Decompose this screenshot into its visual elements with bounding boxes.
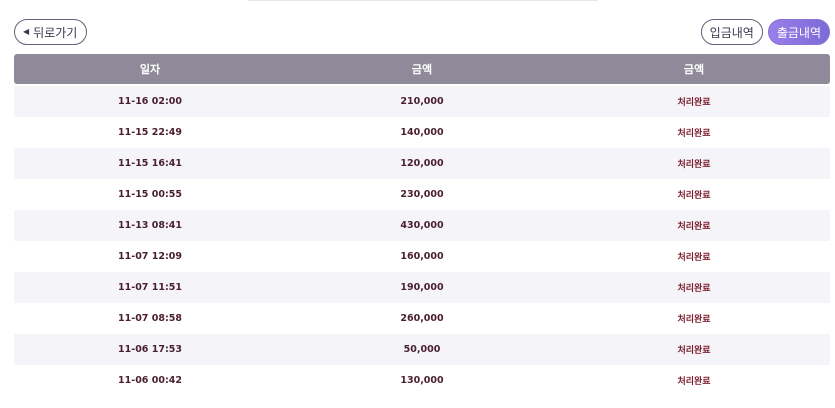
- table-row: 11-15 00:55 230,000 처리완료: [14, 179, 830, 210]
- tab-deposit-label: 입금내역: [709, 25, 754, 40]
- table-row: 11-13 08:41 430,000 처리완료: [14, 210, 830, 241]
- column-header-date: 일자: [139, 63, 161, 76]
- history-tabs: 입금내역 출금내역: [700, 19, 830, 45]
- cell-amount: 50,000: [403, 344, 441, 355]
- cell-date: 11-13 08:41: [118, 220, 182, 231]
- cell-amount: 230,000: [400, 189, 444, 200]
- table-body: 11-16 02:00 210,000 처리완료 11-15 22:49 140,000…: [14, 86, 830, 396]
- table-row: 11-15 22:49 140,000 처리완료: [14, 117, 830, 148]
- tab-deposit-history[interactable]: 입금내역: [700, 19, 763, 45]
- column-header-amount: 금액: [411, 63, 433, 76]
- table-row: 11-06 00:42 130,000 처리완료: [14, 365, 830, 396]
- cell-date: 11-15 22:49: [118, 127, 182, 138]
- cell-status: 처리완료: [677, 377, 711, 387]
- back-button-label: 뒤로가기: [33, 25, 78, 40]
- cell-amount: 120,000: [400, 158, 444, 169]
- cell-date: 11-07 12:09: [118, 251, 182, 262]
- cell-date: 11-16 02:00: [118, 96, 182, 107]
- withdrawal-table: 일자 금액 금액 11-16 02:00 210,000 처리완료 11-15 22:…: [14, 54, 830, 396]
- cell-status: 처리완료: [677, 191, 711, 201]
- table-header: 일자 금액 금액: [14, 54, 830, 84]
- cell-amount: 430,000: [400, 220, 444, 231]
- cell-amount: 140,000: [400, 127, 444, 138]
- back-button[interactable]: ◀ 뒤로가기: [14, 19, 88, 45]
- top-divider: [248, 0, 598, 1]
- table-row: 11-15 16:41 120,000 처리완료: [14, 148, 830, 179]
- cell-amount: 190,000: [400, 282, 444, 293]
- table-row: 11-16 02:00 210,000 처리완료: [14, 86, 830, 117]
- table-row: 11-07 08:58 260,000 처리완료: [14, 303, 830, 334]
- cell-amount: 210,000: [400, 96, 444, 107]
- cell-status: 처리완료: [677, 129, 711, 139]
- cell-status: 처리완료: [677, 315, 711, 325]
- triangle-left-icon: ◀: [23, 27, 30, 36]
- cell-date: 11-07 08:58: [118, 313, 182, 324]
- cell-amount: 160,000: [400, 251, 444, 262]
- cell-date: 11-15 16:41: [118, 158, 182, 169]
- cell-date: 11-07 11:51: [118, 282, 182, 293]
- tab-withdrawal-label: 출금내역: [776, 25, 821, 40]
- cell-status: 처리완료: [677, 284, 711, 294]
- column-header-status: 금액: [683, 63, 705, 76]
- cell-status: 처리완료: [677, 98, 711, 108]
- cell-date: 11-06 00:42: [118, 375, 182, 386]
- cell-status: 처리완료: [677, 160, 711, 170]
- table-row: 11-06 17:53 50,000 처리완료: [14, 334, 830, 365]
- cell-status: 처리완료: [677, 222, 711, 232]
- cell-status: 처리완료: [677, 346, 711, 356]
- table-row: 11-07 12:09 160,000 처리완료: [14, 241, 830, 272]
- cell-date: 11-15 00:55: [118, 189, 182, 200]
- cell-status: 처리완료: [677, 253, 711, 263]
- cell-amount: 130,000: [400, 375, 444, 386]
- tab-withdrawal-history[interactable]: 출금내역: [767, 19, 830, 45]
- cell-amount: 260,000: [400, 313, 444, 324]
- cell-date: 11-06 17:53: [118, 344, 182, 355]
- table-row: 11-07 11:51 190,000 처리완료: [14, 272, 830, 303]
